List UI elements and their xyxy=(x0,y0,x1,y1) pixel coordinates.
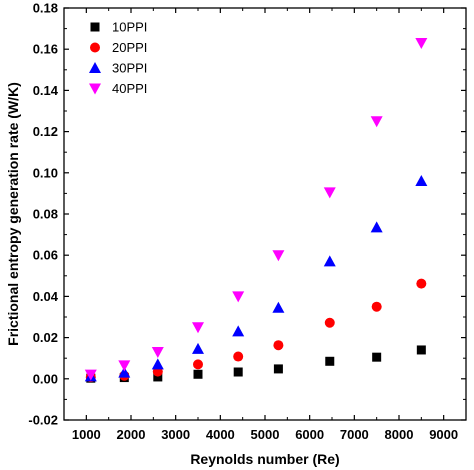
data-point xyxy=(232,291,245,303)
data-point xyxy=(118,360,131,372)
data-point xyxy=(416,278,427,289)
y-tick-label: 0.08 xyxy=(33,207,58,222)
y-axis-title: Frictional entropy generation rate (W/K) xyxy=(5,82,21,346)
legend-label: 30PPI xyxy=(112,61,147,76)
x-tick-label: 5000 xyxy=(251,427,280,442)
data-point xyxy=(193,359,203,370)
legend-label: 40PPI xyxy=(112,81,147,96)
legend-marker xyxy=(90,42,100,53)
y-tick-label: -0.02 xyxy=(28,413,58,428)
data-point xyxy=(192,322,204,334)
legend-label: 20PPI xyxy=(112,40,147,55)
y-tick-label: 0.14 xyxy=(33,83,59,98)
data-points xyxy=(84,38,428,383)
data-point xyxy=(372,352,382,362)
legend-marker xyxy=(90,22,100,32)
data-point xyxy=(272,301,285,313)
data-point xyxy=(118,366,131,378)
x-tick-label: 4000 xyxy=(206,427,235,442)
x-tick-label: 8000 xyxy=(385,427,414,442)
data-point xyxy=(415,38,428,50)
data-point xyxy=(233,367,243,377)
y-tick-label: 0.02 xyxy=(33,330,58,345)
x-axis-ticks: 1000 2000 3000 4000 5000 6000 7000 8000 9000 xyxy=(72,8,467,442)
x-tick-label: 7000 xyxy=(340,427,369,442)
data-point xyxy=(415,175,428,187)
data-point xyxy=(151,347,164,359)
series-20PPI xyxy=(85,278,427,383)
data-point xyxy=(151,358,164,370)
y-tick-label: 0.00 xyxy=(33,371,58,386)
data-point xyxy=(323,187,336,199)
x-tick-label: 3000 xyxy=(161,427,190,442)
data-point xyxy=(325,356,335,366)
legend-marker xyxy=(89,62,101,73)
y-tick-label: 0.12 xyxy=(33,124,58,139)
data-point xyxy=(192,342,204,354)
data-point xyxy=(416,345,426,355)
x-tick-label: 6000 xyxy=(295,427,324,442)
x-tick-label: 2000 xyxy=(117,427,146,442)
x-axis-title: Reynolds number (Re) xyxy=(190,451,339,467)
legend-marker xyxy=(89,83,101,95)
data-point xyxy=(273,364,283,374)
data-point xyxy=(371,301,382,312)
data-point xyxy=(232,325,245,337)
data-point xyxy=(233,351,244,362)
legend: 10PPI 20PPI 30PPI 40PPI xyxy=(89,20,147,96)
data-point xyxy=(273,340,284,351)
x-tick-label: 9000 xyxy=(429,427,458,442)
y-axis-ticks: -0.02 0.00 0.02 0.04 0.06 0.08 0.10 0.12 0.14 0.1… xyxy=(28,1,466,428)
y-tick-label: 0.06 xyxy=(33,248,58,263)
data-point xyxy=(272,250,285,262)
data-point xyxy=(84,369,97,381)
data-point xyxy=(324,317,335,328)
y-tick-label: 0.04 xyxy=(33,289,59,304)
y-tick-label: 0.10 xyxy=(33,165,58,180)
data-point xyxy=(370,221,383,233)
y-tick-label: 0.18 xyxy=(33,1,58,16)
series-40PPI xyxy=(84,38,428,381)
y-tick-label: 0.16 xyxy=(33,42,58,57)
data-point xyxy=(370,116,383,128)
series-10PPI xyxy=(86,345,426,383)
legend-label: 10PPI xyxy=(112,20,147,35)
series-30PPI xyxy=(84,175,428,382)
x-tick-label: 1000 xyxy=(72,427,101,442)
data-point xyxy=(323,255,336,267)
data-point xyxy=(153,372,163,382)
data-point xyxy=(193,369,203,379)
